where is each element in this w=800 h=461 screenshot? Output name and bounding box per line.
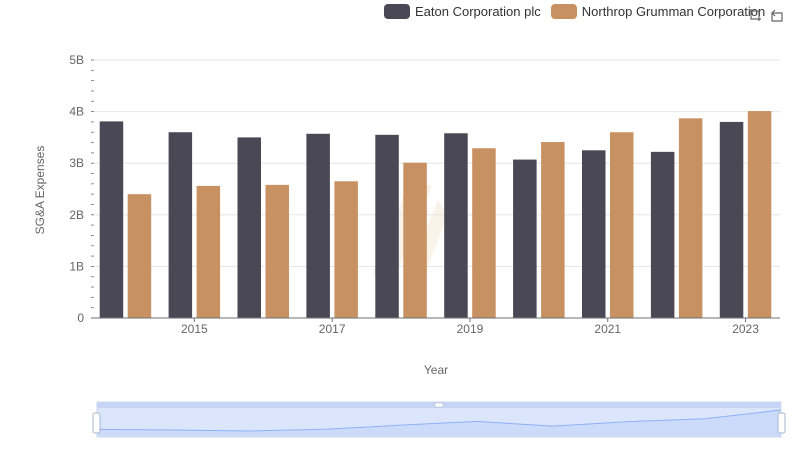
- bar-northrop-2016: [265, 184, 289, 318]
- bar-northrop-2018: [403, 162, 427, 318]
- zoom-handle-right: [777, 412, 786, 434]
- bar-eaton-2017: [306, 133, 330, 318]
- y-tick-label: 3B: [69, 156, 84, 170]
- bar-northrop-2019: [472, 148, 496, 318]
- restore-icon[interactable]: [768, 6, 786, 24]
- bar-eaton-2014: [99, 121, 124, 319]
- bar-northrop-2021: [610, 132, 634, 318]
- y-tick-label: 1B: [69, 259, 84, 273]
- x-tick-label: 2015: [181, 322, 208, 336]
- y-tick-label: 0: [77, 311, 84, 325]
- y-tick-label: 4B: [69, 105, 84, 119]
- bar-eaton-2018: [375, 134, 399, 318]
- bar-northrop-2015: [196, 185, 221, 318]
- y-tick-label: 5B: [69, 53, 84, 67]
- y-axis-minor-ticks: [91, 59, 94, 319]
- bar-northrop-2023: [747, 111, 772, 318]
- x-axis-tick-labels: 2015 2017 2019 2021 2023: [181, 322, 759, 336]
- zoom-move-handle: [434, 402, 444, 408]
- x-tick-label: 2023: [732, 322, 759, 336]
- data-zoom-slider[interactable]: [92, 401, 786, 438]
- bar-northrop-2014: [127, 194, 152, 318]
- bar-eaton-2019: [444, 133, 468, 318]
- bar-eaton-2021: [582, 150, 606, 318]
- x-tick-label: 2017: [319, 322, 346, 336]
- legend-swatch-eaton: [384, 4, 410, 19]
- y-axis-tick-labels: 0 1B 2B 3B 4B 5B: [69, 53, 84, 325]
- bar-northrop-2017: [334, 181, 358, 318]
- bar-eaton-2016: [237, 137, 261, 318]
- chart-toolbar: [746, 6, 790, 24]
- legend-swatch-northrop: [550, 4, 577, 19]
- x-tick-label: 2019: [457, 322, 484, 336]
- y-axis-title: SG&A Expenses: [33, 146, 47, 235]
- bar-eaton-2020: [513, 159, 537, 318]
- zoom-line: [96, 409, 782, 432]
- legend-label-eaton: Eaton Corporation plc: [415, 4, 541, 19]
- x-axis: [91, 317, 780, 322]
- bar-eaton-2022: [650, 151, 675, 318]
- legend-item-eaton[interactable]: Eaton Corporation plc: [384, 4, 541, 19]
- legend: Eaton Corporation plc Northrop Grumman C…: [384, 4, 775, 19]
- zoom-handle-left: [92, 412, 101, 434]
- x-axis-title: Year: [424, 363, 448, 377]
- x-tick-label: 2021: [594, 322, 621, 336]
- bar-northrop-2020: [541, 142, 565, 318]
- legend-label-northrop: Northrop Grumman Corporation: [581, 4, 766, 19]
- data-zoom-icon[interactable]: [746, 6, 764, 24]
- bar-northrop-2022: [678, 118, 703, 318]
- bar-eaton-2015: [168, 132, 193, 318]
- y-tick-label: 2B: [69, 208, 84, 222]
- bars[interactable]: [99, 111, 772, 319]
- legend-item-northrop[interactable]: Northrop Grumman Corporation: [550, 4, 766, 19]
- bar-eaton-2023: [719, 121, 744, 318]
